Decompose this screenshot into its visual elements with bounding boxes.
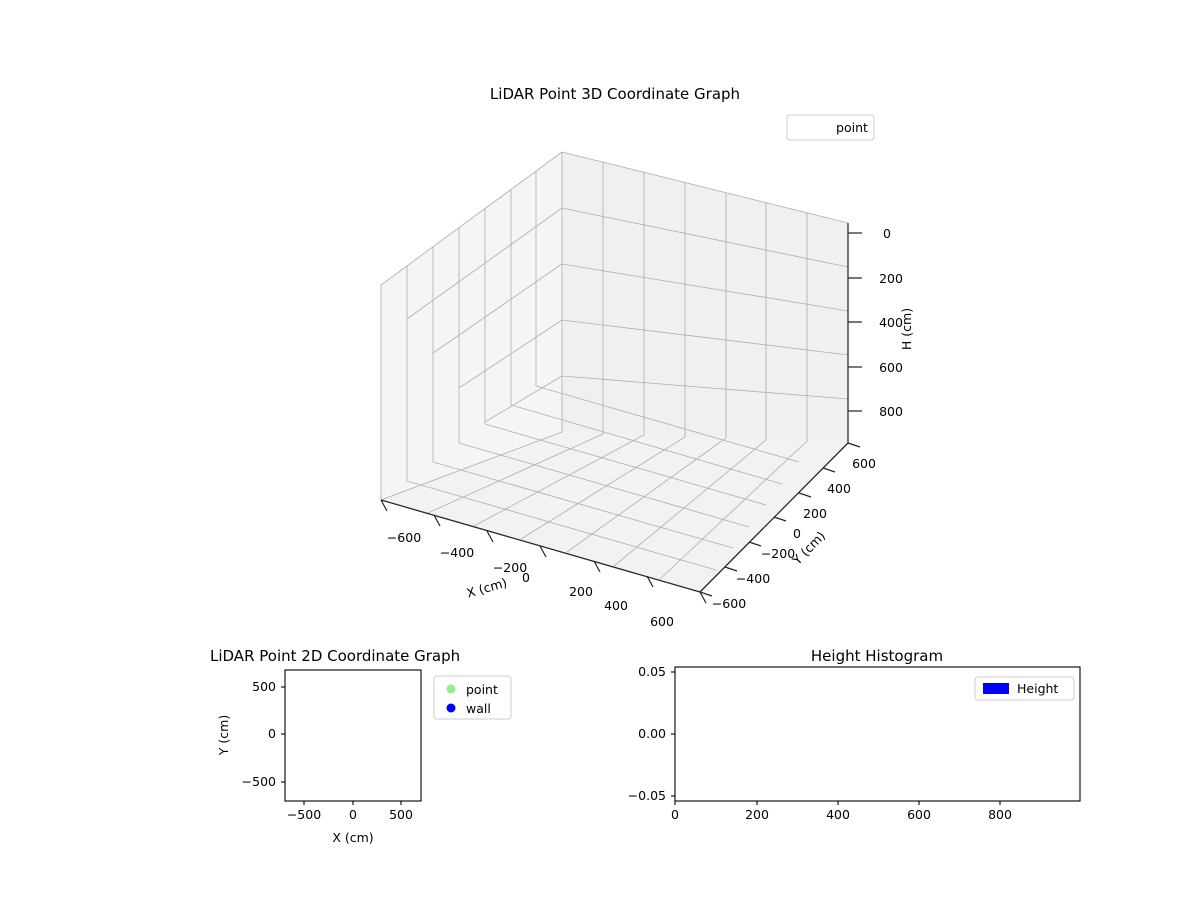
legend-2d[interactable]: point wall xyxy=(433,675,512,720)
y3d-tick-5: 400 xyxy=(827,481,851,496)
yhist-tick-1: 0.00 xyxy=(638,726,666,741)
axes-2d-frame xyxy=(284,669,422,802)
axis-3d-y-ticklabels: −600 −400 −200 0 200 400 600 xyxy=(712,456,876,611)
pane-floor xyxy=(381,432,848,592)
y2d-tick-0: −500 xyxy=(242,774,276,789)
axis-2d-x-ticklabels: −500 0 500 xyxy=(287,807,413,822)
axis-2d-y-ticks xyxy=(281,686,285,783)
title-3d: LiDAR Point 3D Coordinate Graph xyxy=(490,85,740,103)
z3d-tick-4: 800 xyxy=(879,404,903,419)
xhist-tick-3: 600 xyxy=(907,807,931,822)
legend-2d-label-wall: wall xyxy=(466,701,491,716)
axis-hist-y-ticks xyxy=(671,671,675,797)
xhist-tick-1: 200 xyxy=(745,807,769,822)
legend-histogram[interactable]: Height xyxy=(974,676,1075,701)
axis-3d-z-label: H (cm) xyxy=(899,308,914,350)
z3d-tick-0: 0 xyxy=(883,226,891,241)
axis-2d-y-ticklabels: 500 0 −500 xyxy=(242,679,276,789)
legend-2d-label-point: point xyxy=(466,682,498,697)
legend-2d-marker-wall xyxy=(446,703,456,713)
axis-3d-z-ticks xyxy=(848,232,862,412)
axis-3d-z-ticklabels: 0 200 400 600 800 xyxy=(879,226,903,419)
x2d-tick-0: −500 xyxy=(287,807,321,822)
legend-2d-marker-point xyxy=(446,684,456,694)
yhist-tick-0: −0.05 xyxy=(628,788,666,803)
legend-3d-frame xyxy=(786,114,875,141)
axis-3d-x-label: X (cm) xyxy=(465,575,509,601)
y3d-tick-6: 600 xyxy=(852,456,876,471)
axis-2d-x-label: X (cm) xyxy=(332,830,373,845)
xhist-tick-2: 400 xyxy=(826,807,850,822)
xhist-tick-4: 800 xyxy=(988,807,1012,822)
y3d-tick-2: −200 xyxy=(761,546,795,561)
y2d-tick-1: 0 xyxy=(268,726,276,741)
y3d-tick-0: −600 xyxy=(712,596,746,611)
y2d-tick-2: 500 xyxy=(252,679,276,694)
x3d-tick-4: 200 xyxy=(569,584,593,599)
x2d-tick-1: 0 xyxy=(349,807,357,822)
grid-back-wall xyxy=(561,151,849,441)
title-histogram: Height Histogram xyxy=(811,647,943,665)
legend-histogram-frame xyxy=(974,676,1075,701)
legend-3d[interactable]: point xyxy=(786,114,875,141)
legend-histogram-label-height: Height xyxy=(1017,681,1058,696)
x3d-tick-3: 0 xyxy=(522,570,530,585)
grid-floor xyxy=(380,385,808,593)
z3d-tick-3: 600 xyxy=(879,360,903,375)
grid-left-wall xyxy=(380,151,563,500)
axis-3d-x-ticklabels: −600 −400 −200 0 200 400 600 xyxy=(387,530,674,629)
x3d-tick-6: 600 xyxy=(650,614,674,629)
axis-hist-x-ticks xyxy=(674,801,1001,805)
axis-hist-y-ticklabels: 0.05 0.00 −0.05 xyxy=(628,664,666,803)
y3d-tick-1: −400 xyxy=(736,571,770,586)
axis-3d-y-ticks xyxy=(699,442,861,597)
x3d-tick-5: 400 xyxy=(604,598,628,613)
axes-3d[interactable]: −600 −400 −200 0 200 400 600 X (cm) −600… xyxy=(380,85,914,629)
axes-histogram[interactable]: Height Histogram 0.05 0.00 −0.05 0 200 4… xyxy=(628,647,1081,822)
axis-hist-x-ticklabels: 0 200 400 600 800 xyxy=(671,807,1012,822)
z3d-tick-2: 400 xyxy=(879,315,903,330)
x3d-tick-1: −400 xyxy=(440,545,474,560)
pane-back-wall xyxy=(562,152,848,443)
y3d-tick-3: 0 xyxy=(793,526,801,541)
z3d-tick-1: 200 xyxy=(879,271,903,286)
legend-3d-label-point: point xyxy=(836,120,868,135)
title-2d: LiDAR Point 2D Coordinate Graph xyxy=(210,647,460,665)
axes-2d[interactable]: LiDAR Point 2D Coordinate Graph 500 0 −5… xyxy=(210,647,512,845)
legend-histogram-swatch-height xyxy=(983,683,1009,694)
x2d-tick-2: 500 xyxy=(389,807,413,822)
yhist-tick-2: 0.05 xyxy=(638,664,666,679)
axis-3d-x-ticks xyxy=(380,499,707,604)
xhist-tick-0: 0 xyxy=(671,807,679,822)
axis-2d-x-ticks xyxy=(303,801,402,805)
x3d-tick-0: −600 xyxy=(387,530,421,545)
y3d-tick-4: 200 xyxy=(803,506,827,521)
x3d-tick-2: −200 xyxy=(493,560,527,575)
axis-2d-y-label: Y (cm) xyxy=(216,715,231,756)
